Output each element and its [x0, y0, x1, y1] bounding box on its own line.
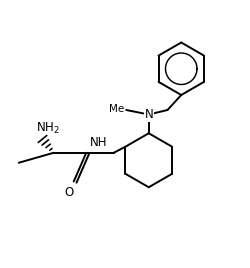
- Text: Me: Me: [108, 104, 124, 114]
- Text: NH$_2$: NH$_2$: [36, 121, 60, 136]
- Text: NH: NH: [90, 136, 108, 149]
- Text: O: O: [64, 186, 74, 199]
- Text: N: N: [144, 108, 153, 121]
